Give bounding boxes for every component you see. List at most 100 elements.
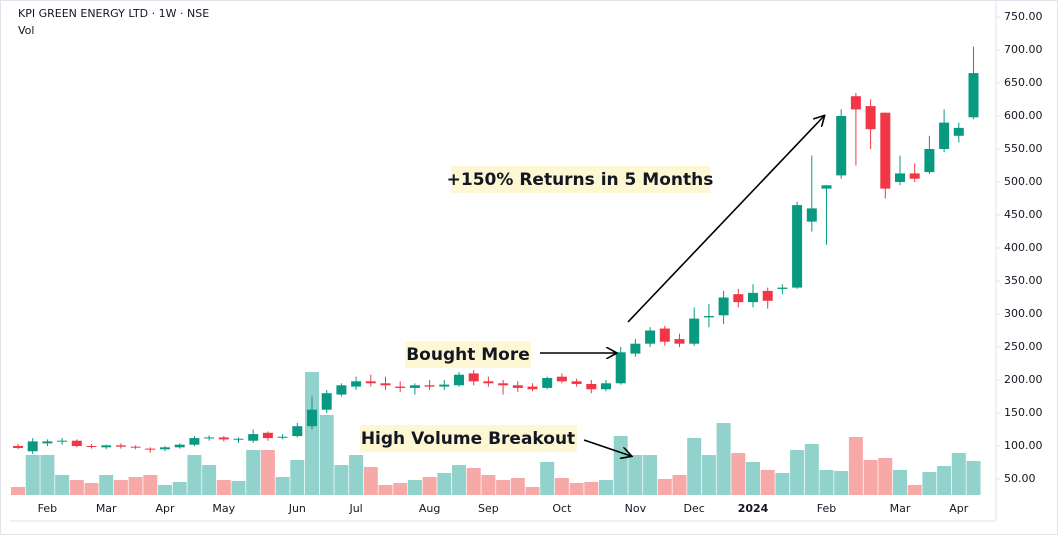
- volume-bar: [569, 483, 584, 495]
- candle-body: [307, 409, 317, 427]
- volume-bar: [11, 487, 25, 495]
- volume-bar: [716, 423, 731, 495]
- candle-body: [615, 352, 626, 384]
- x-tick-label: 2024: [738, 502, 769, 515]
- volume-label: Vol: [18, 24, 34, 37]
- volume-bar: [231, 481, 246, 495]
- candle-body: [909, 173, 920, 179]
- volume-bar: [99, 475, 114, 495]
- annotation-box: [451, 166, 710, 193]
- volume-bar: [407, 480, 422, 495]
- x-tick-label: Jul: [348, 502, 362, 515]
- x-tick-label: Mar: [96, 502, 117, 515]
- volume-bar: [363, 467, 378, 495]
- volume-bar: [187, 455, 202, 495]
- volume-bar: [628, 455, 643, 495]
- x-tick-label: May: [212, 502, 235, 515]
- volume-bar: [305, 372, 319, 495]
- candle-body: [895, 173, 905, 182]
- arrow: [627, 116, 824, 323]
- candle-body: [27, 441, 38, 452]
- volume-bar: [349, 455, 364, 495]
- volume-bar: [804, 444, 819, 495]
- candle-body: [748, 292, 758, 303]
- y-tick-label: 750.00: [1004, 10, 1043, 23]
- y-tick-label: 150.00: [1004, 406, 1043, 419]
- x-tick-label: Nov: [625, 502, 647, 515]
- x-tick-label: Aug: [419, 502, 440, 515]
- candle-body: [865, 106, 876, 130]
- candle-body: [101, 445, 112, 448]
- volume-bar: [525, 487, 540, 495]
- volume-bar: [672, 475, 687, 495]
- y-tick-label: 450.00: [1004, 208, 1043, 221]
- candle-body: [762, 290, 773, 301]
- candle-body: [454, 374, 464, 386]
- volume-bar: [84, 483, 99, 495]
- volume-bar: [481, 475, 496, 495]
- volume-bar: [40, 455, 55, 495]
- y-tick-label: 50.00: [1004, 472, 1036, 485]
- candle-body: [233, 438, 244, 440]
- candle-body: [689, 318, 700, 344]
- volume-bar: [172, 482, 187, 495]
- y-tick-label: 300.00: [1004, 307, 1043, 320]
- candle-body: [953, 127, 964, 136]
- volume-bar: [951, 453, 966, 495]
- candle-body: [130, 446, 141, 448]
- volume-bar: [834, 471, 849, 495]
- y-tick-label: 500.00: [1004, 175, 1043, 188]
- candle-body: [277, 436, 288, 438]
- volume-bar: [510, 478, 525, 495]
- x-tick-label: Feb: [817, 502, 836, 515]
- candle-body: [248, 434, 259, 441]
- y-tick-label: 550.00: [1004, 142, 1043, 155]
- volume-bar: [393, 483, 408, 495]
- candle-body: [674, 339, 685, 344]
- volume-bar: [466, 468, 481, 495]
- candle-body: [792, 205, 803, 288]
- volume-bar: [25, 455, 40, 495]
- volume-bar: [848, 437, 863, 495]
- candle-body: [806, 208, 817, 222]
- volume-bar: [701, 455, 716, 495]
- annotation: Bought More: [406, 345, 530, 365]
- volume-bar: [319, 415, 334, 495]
- candle-body: [718, 297, 729, 316]
- candle-body: [483, 381, 494, 384]
- volume-bar: [893, 470, 907, 495]
- x-tick-label: Dec: [684, 502, 705, 515]
- y-tick-label: 600.00: [1004, 109, 1043, 122]
- volume-bar: [128, 477, 143, 495]
- volume-bar: [775, 473, 790, 495]
- candle-body: [630, 343, 641, 354]
- candle-body: [939, 122, 950, 149]
- candle-body: [160, 447, 170, 450]
- volume-bar: [496, 480, 511, 495]
- volume-bar: [760, 470, 775, 495]
- candle-body: [262, 432, 273, 439]
- candle-body: [836, 116, 847, 176]
- candle-body: [204, 437, 215, 439]
- candle-body: [321, 393, 332, 410]
- y-tick-label: 100.00: [1004, 439, 1043, 452]
- candle-body: [733, 294, 744, 303]
- candle-body: [468, 373, 479, 382]
- y-tick-label: 200.00: [1004, 373, 1043, 386]
- candle-body: [174, 444, 185, 448]
- annotation: +150% Returns in 5 Months: [447, 170, 714, 190]
- candle-body: [189, 438, 200, 445]
- volume-bar: [863, 460, 878, 495]
- candle-body: [292, 426, 303, 437]
- candle-body: [351, 381, 362, 387]
- candle-body: [542, 378, 553, 388]
- candle-body: [439, 384, 450, 387]
- volume-bar: [907, 485, 922, 495]
- candle-body: [659, 328, 670, 342]
- volume-bar: [540, 462, 555, 495]
- volume-bar: [819, 470, 834, 495]
- candle-body: [380, 383, 391, 386]
- candle-body: [880, 112, 891, 189]
